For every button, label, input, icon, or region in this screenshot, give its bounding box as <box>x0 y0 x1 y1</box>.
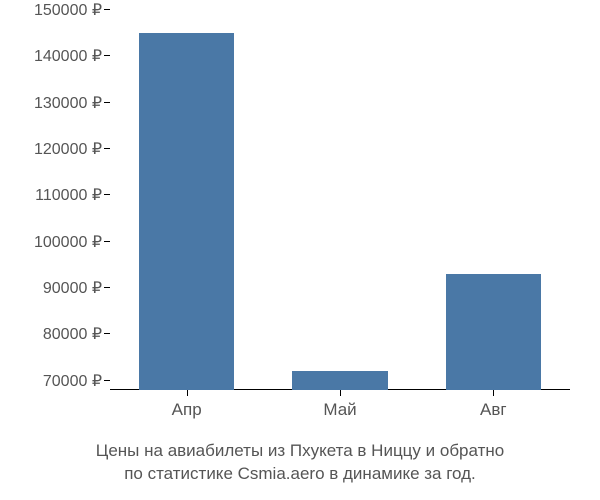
y-tick-label: 140000 ₽ <box>34 46 110 66</box>
y-tick-mark <box>104 380 110 381</box>
y-tick-mark <box>104 148 110 149</box>
y-tick-mark <box>104 102 110 103</box>
x-tick-mark <box>187 390 188 396</box>
plot-area: 70000 ₽80000 ₽90000 ₽100000 ₽110000 ₽120… <box>110 10 570 390</box>
y-tick-label: 90000 ₽ <box>43 278 110 298</box>
y-tick-mark <box>104 241 110 242</box>
y-tick-mark <box>104 9 110 10</box>
y-tick-label: 150000 ₽ <box>34 0 110 20</box>
x-tick-mark <box>493 390 494 396</box>
y-tick-mark <box>104 333 110 334</box>
y-tick-label: 130000 ₽ <box>34 93 110 113</box>
caption-line-2: по статистике Csmia.aero в динамике за г… <box>124 464 476 483</box>
y-tick-label: 100000 ₽ <box>34 232 110 252</box>
y-tick-mark <box>104 194 110 195</box>
y-tick-label: 120000 ₽ <box>34 139 110 159</box>
y-tick-label: 80000 ₽ <box>43 324 110 344</box>
y-tick-label: 70000 ₽ <box>43 371 110 391</box>
chart-caption: Цены на авиабилеты из Пхукета в Ниццу и … <box>0 440 600 486</box>
price-chart: 70000 ₽ 80000 ₽ 90000 ₽ 100000 ₽ 110000 ₽ 120… <box>0 0 600 500</box>
x-tick-mark <box>340 390 341 396</box>
y-tick-mark <box>104 55 110 56</box>
caption-line-1: Цены на авиабилеты из Пхукета в Ниццу и … <box>96 441 504 460</box>
y-tick-label: 110000 ₽ <box>35 185 110 205</box>
bar <box>139 33 234 390</box>
bar <box>446 274 541 390</box>
bar <box>292 371 387 390</box>
y-tick-mark <box>104 287 110 288</box>
